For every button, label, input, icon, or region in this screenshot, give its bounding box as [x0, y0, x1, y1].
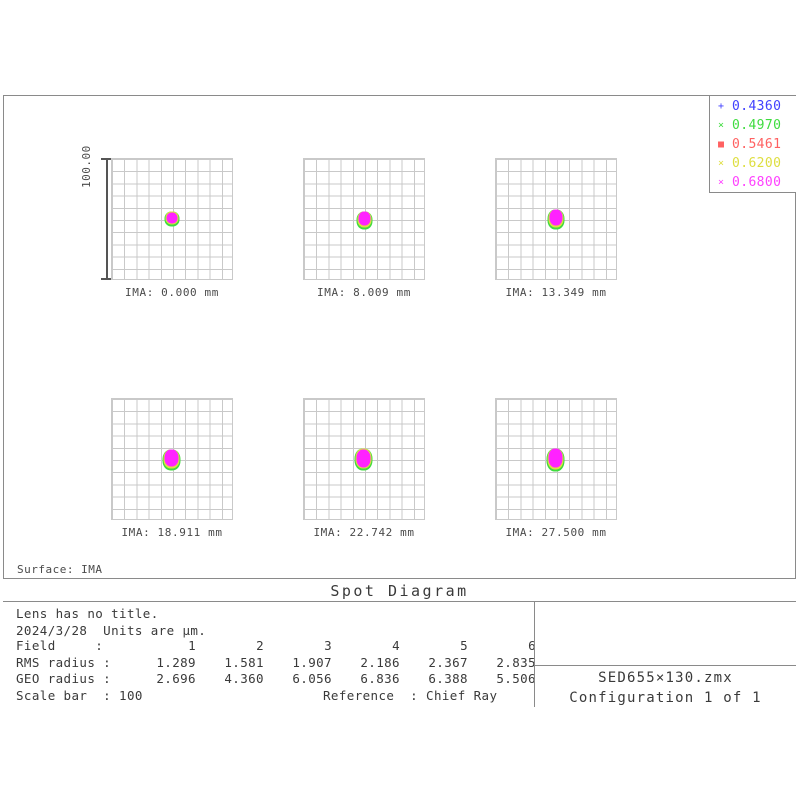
geo-cell: 5.506 — [496, 671, 536, 686]
legend-entry: × 0.4970 — [710, 116, 797, 135]
date-units-line: 2024/3/28 Units are µm. — [16, 622, 207, 638]
field-row-label: Field : — [16, 638, 104, 653]
rms-cell: 1.907 — [292, 654, 332, 670]
legend-wavelength-label: 0.4970 — [732, 118, 782, 133]
field-position-label: IMA: 18.911 mm — [121, 526, 223, 539]
legend-entry: +0.4360 — [710, 97, 797, 116]
geo-cell: 4.360 — [224, 671, 264, 686]
field-position-label: IMA: 22.742 mm — [313, 526, 415, 539]
legend-marker-icon: × — [717, 119, 725, 131]
legend-marker-icon: ■ — [717, 138, 725, 150]
info-panel: Lens has no title. 2024/3/28 Units are µ… — [3, 602, 796, 707]
spot-cluster — [164, 211, 180, 227]
spot-core-magenta — [356, 449, 370, 468]
spot-plot: IMA: 8.009 mm — [303, 158, 425, 299]
legend-marker-icon: + — [717, 100, 725, 112]
scale-bar-cap-top — [101, 158, 113, 160]
reference-row: Reference : Chief Ray — [323, 688, 498, 703]
file-info-block: SED655×130.zmx Configuration 1 of 1 — [535, 668, 796, 708]
info-vertical-divider — [534, 602, 535, 707]
rms-cell: 1.289 — [156, 654, 196, 670]
spot-plot: IMA: 13.349 mm — [495, 158, 617, 299]
legend-entry: × 0.6800 — [710, 173, 797, 192]
field-cell: 1 — [188, 638, 196, 653]
field-cell: 3 — [324, 638, 332, 653]
file-name: SED655×130.zmx — [598, 670, 733, 686]
legend-marker-icon: × — [717, 157, 725, 169]
rms-cell: 2.835 — [496, 654, 536, 670]
info-horizontal-divider — [534, 665, 796, 666]
field-position-label: IMA: 27.500 mm — [505, 526, 607, 539]
field-cell: 4 — [392, 638, 400, 653]
rms-cell: 2.367 — [428, 654, 468, 670]
radius-table: Field : 1 2 3 4 5 6 RMS radius : 1.289 1… — [16, 638, 536, 688]
field-position-label: IMA: 0.000 mm — [125, 286, 219, 299]
spot-plot: IMA: 27.500 mm — [495, 398, 617, 539]
legend-wavelength-label: 0.4360 — [732, 99, 782, 114]
spot-cluster — [356, 211, 373, 230]
spot-plot: IMA: 18.911 mm — [111, 398, 233, 539]
spot-core-magenta — [164, 449, 178, 467]
legend-marker-icon: × — [717, 176, 725, 188]
legend-wavelength-label: 0.5461 — [732, 137, 782, 152]
legend-wavelength-label: 0.6200 — [732, 156, 782, 171]
spot-core-magenta — [166, 212, 178, 223]
surface-note: Surface: IMA — [17, 563, 103, 576]
table-row-rms: RMS radius : 1.289 1.581 1.907 2.186 2.3… — [16, 655, 536, 672]
rms-row-label: RMS radius : — [16, 654, 112, 670]
table-row-field: Field : 1 2 3 4 5 6 — [16, 638, 536, 655]
info-header-lines: Lens has no title. 2024/3/28 Units are µ… — [16, 606, 206, 639]
spot-plot: IMA: 0.000 mm — [111, 158, 233, 299]
spot-core-magenta — [358, 211, 370, 226]
title-band: Spot Diagram — [3, 578, 796, 602]
geo-cell: 6.056 — [292, 671, 332, 686]
geo-row-label: GEO radius : — [16, 671, 112, 686]
field-cell: 6 — [528, 638, 536, 653]
spot-cluster — [354, 448, 373, 471]
spot-plot-grid-box — [111, 398, 233, 520]
lens-title-line: Lens has no title. — [16, 606, 159, 621]
table-row-geo: GEO radius : 2.696 4.360 6.056 6.836 6.3… — [16, 671, 536, 688]
legend-wavelength-label: 0.6800 — [732, 175, 782, 190]
scale-bar-cap-bottom — [101, 278, 113, 280]
spot-cluster — [162, 449, 181, 471]
rms-cell: 1.581 — [224, 654, 264, 670]
geo-cell: 6.388 — [428, 671, 468, 686]
page-title: Spot Diagram — [330, 582, 469, 600]
scale-bar-label: 100.00 — [80, 145, 93, 188]
wavelength-legend: +0.4360 × 0.4970 ■ 0.5461 × 0.6200 × 0.6800 — [709, 96, 796, 193]
scale-bar-stem — [106, 158, 108, 280]
spot-plot: IMA: 22.742 mm — [303, 398, 425, 539]
field-position-label: IMA: 8.009 mm — [317, 286, 411, 299]
spot-core-magenta — [549, 209, 562, 226]
scale-bar-icon — [101, 158, 113, 280]
legend-entry: × 0.6200 — [710, 154, 797, 173]
scale-bar-row: Scale bar : 100 — [16, 688, 143, 703]
rms-cell: 2.186 — [360, 654, 400, 670]
geo-cell: 2.696 — [156, 671, 196, 686]
legend-entry: ■ 0.5461 — [710, 135, 797, 154]
field-position-label: IMA: 13.349 mm — [505, 286, 607, 299]
spot-core-magenta — [548, 448, 562, 468]
geo-cell: 6.836 — [360, 671, 400, 686]
spot-cluster — [547, 209, 565, 230]
configuration-label: Configuration 1 of 1 — [569, 690, 762, 706]
field-cell: 2 — [256, 638, 264, 653]
spot-cluster — [546, 448, 565, 472]
field-cell: 5 — [460, 638, 468, 653]
